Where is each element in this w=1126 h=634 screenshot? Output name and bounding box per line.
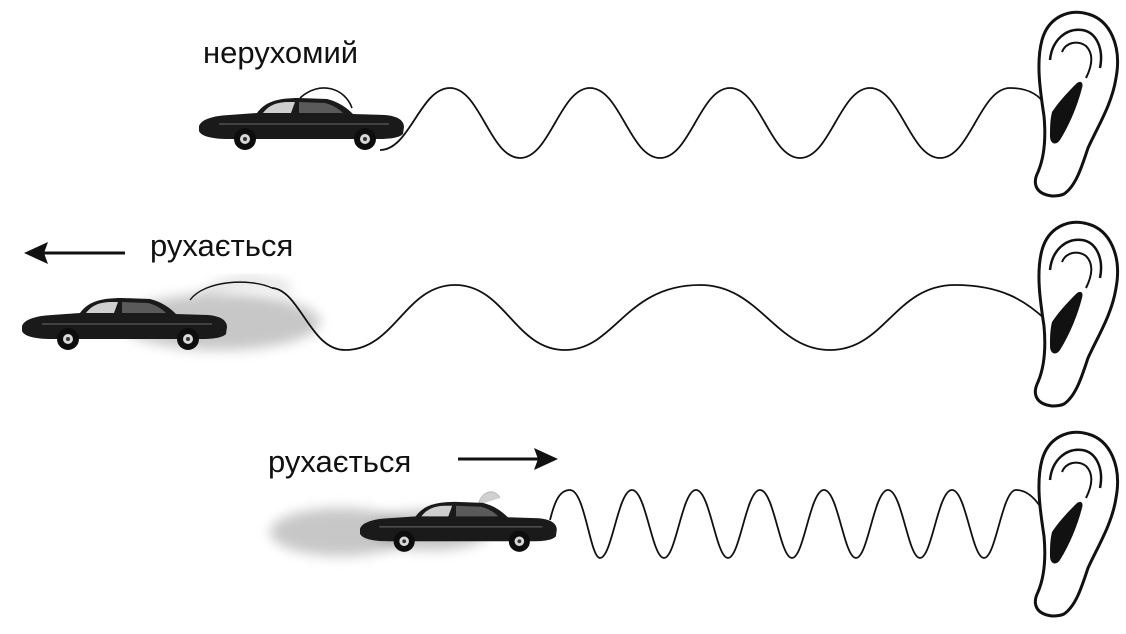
row-moving-toward (270, 430, 1120, 618)
ear-icon (1033, 430, 1120, 618)
label-moving-toward: рухається (268, 444, 412, 479)
arrow-right-icon (534, 448, 558, 470)
row-stationary (198, 10, 1120, 198)
car-stationary-icon (198, 97, 405, 151)
label-moving-away: рухається (150, 228, 294, 263)
sound-wave-normal (379, 87, 1047, 159)
ear-icon (1033, 220, 1120, 408)
sound-wave-stretched (271, 284, 1047, 351)
row-moving-away (21, 220, 1120, 408)
label-stationary: нерухомий (203, 35, 359, 70)
arrow-left-icon (24, 242, 48, 264)
ear-icon (1033, 10, 1120, 198)
sound-wave-compressed (549, 489, 1049, 559)
